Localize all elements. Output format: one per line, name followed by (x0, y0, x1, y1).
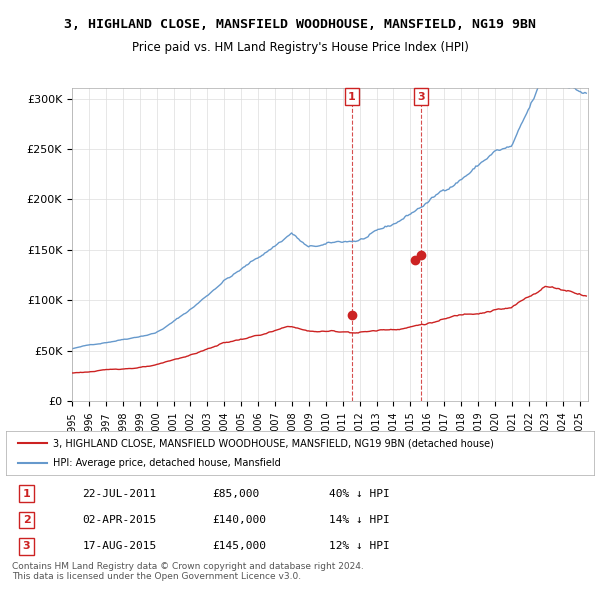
Text: Contains HM Land Registry data © Crown copyright and database right 2024.
This d: Contains HM Land Registry data © Crown c… (12, 562, 364, 581)
Text: 3, HIGHLAND CLOSE, MANSFIELD WOODHOUSE, MANSFIELD, NG19 9BN (detached house): 3, HIGHLAND CLOSE, MANSFIELD WOODHOUSE, … (53, 438, 494, 448)
Text: 2: 2 (23, 515, 31, 525)
Text: 1: 1 (348, 91, 356, 101)
Text: 22-JUL-2011: 22-JUL-2011 (82, 489, 157, 499)
Text: £140,000: £140,000 (212, 515, 266, 525)
Text: 14% ↓ HPI: 14% ↓ HPI (329, 515, 390, 525)
Text: £145,000: £145,000 (212, 542, 266, 552)
Text: Price paid vs. HM Land Registry's House Price Index (HPI): Price paid vs. HM Land Registry's House … (131, 41, 469, 54)
Text: 3: 3 (23, 542, 31, 552)
Text: 3: 3 (417, 91, 425, 101)
Text: 02-APR-2015: 02-APR-2015 (82, 515, 157, 525)
Text: 12% ↓ HPI: 12% ↓ HPI (329, 542, 390, 552)
Text: 17-AUG-2015: 17-AUG-2015 (82, 542, 157, 552)
Text: £85,000: £85,000 (212, 489, 259, 499)
Text: 40% ↓ HPI: 40% ↓ HPI (329, 489, 390, 499)
Text: HPI: Average price, detached house, Mansfield: HPI: Average price, detached house, Mans… (53, 458, 281, 467)
Text: 1: 1 (23, 489, 31, 499)
Text: 3, HIGHLAND CLOSE, MANSFIELD WOODHOUSE, MANSFIELD, NG19 9BN: 3, HIGHLAND CLOSE, MANSFIELD WOODHOUSE, … (64, 18, 536, 31)
